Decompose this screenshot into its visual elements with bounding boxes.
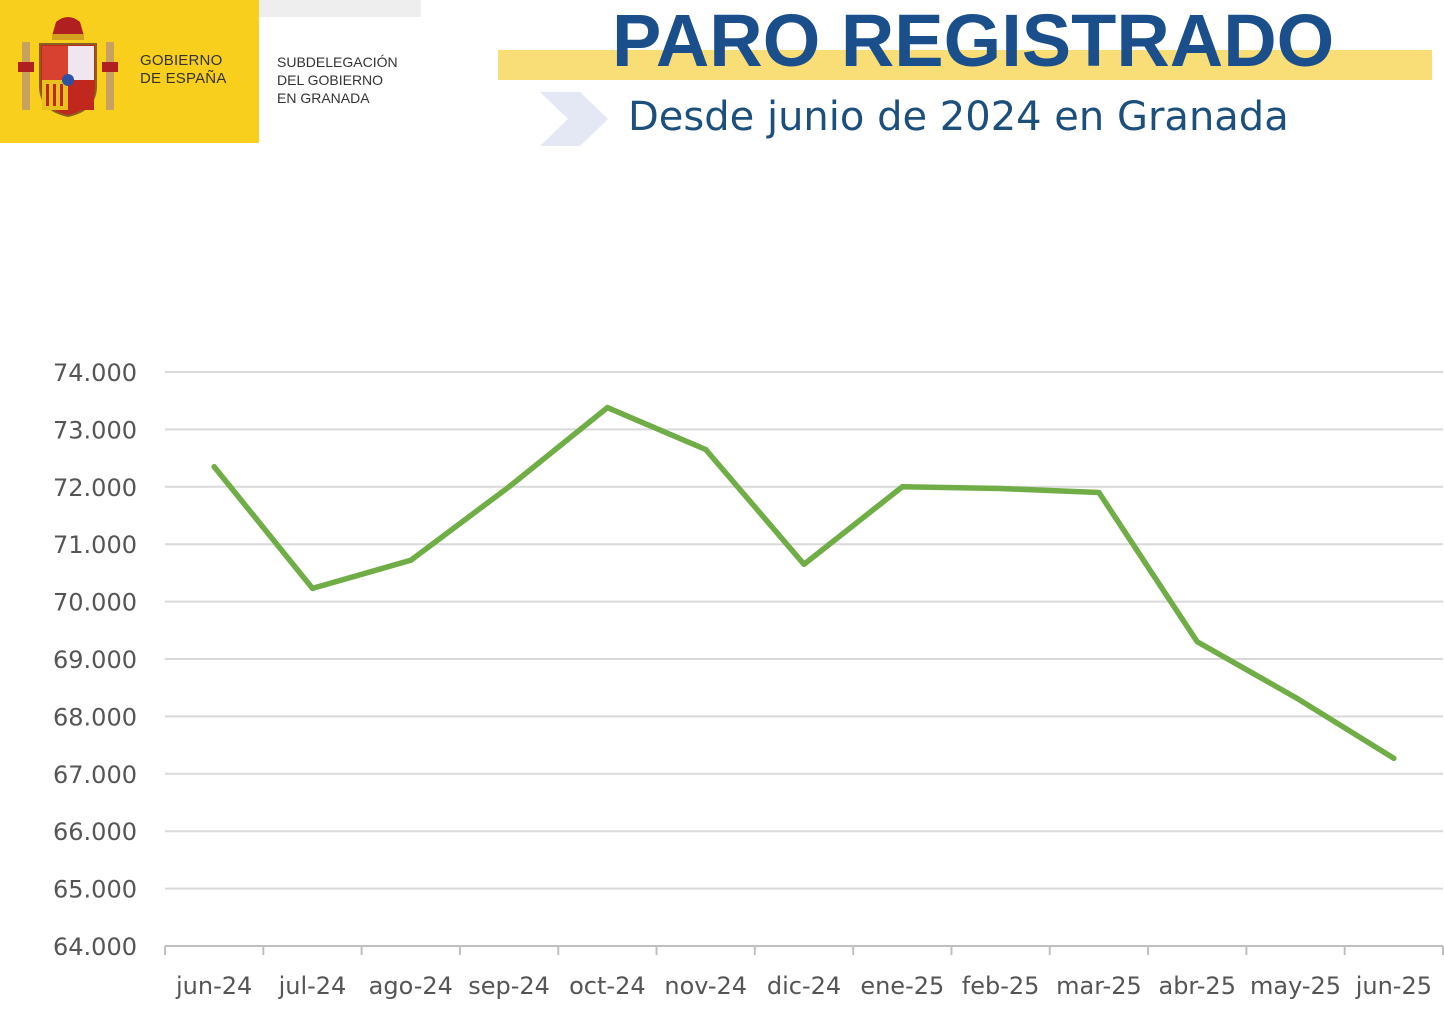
data-point bbox=[1096, 490, 1102, 496]
x-tick-label: oct-24 bbox=[569, 972, 646, 1000]
y-tick-label: 70.000 bbox=[53, 589, 137, 617]
y-tick-label: 66.000 bbox=[53, 818, 137, 846]
data-point bbox=[1293, 694, 1299, 700]
sub-line-1: SUBDELEGACIÓN bbox=[277, 54, 398, 70]
y-tick-label: 71.000 bbox=[53, 531, 137, 559]
x-tick-label: abr-25 bbox=[1158, 972, 1235, 1000]
data-point bbox=[703, 446, 709, 452]
data-point bbox=[211, 464, 217, 470]
sub-line-3: EN GRANADA bbox=[277, 90, 370, 106]
coat-of-arms-icon bbox=[18, 17, 118, 118]
x-tick-label: may-25 bbox=[1250, 972, 1341, 1000]
x-tick-label: ago-24 bbox=[369, 972, 453, 1000]
data-point bbox=[1194, 639, 1200, 645]
x-tick-label: feb-25 bbox=[962, 972, 1040, 1000]
y-tick-label: 72.000 bbox=[53, 474, 137, 502]
y-tick-label: 67.000 bbox=[53, 761, 137, 789]
x-tick-label: mar-25 bbox=[1056, 972, 1142, 1000]
x-tick-label: dic-24 bbox=[767, 972, 841, 1000]
x-tick-label: nov-24 bbox=[664, 972, 747, 1000]
y-tick-label: 64.000 bbox=[53, 933, 137, 961]
page-title: PARO REGISTRADO bbox=[612, 0, 1335, 82]
gobierno-logo-block: GOBIERNO DE ESPAÑA bbox=[0, 0, 259, 143]
data-point bbox=[1391, 755, 1397, 761]
y-tick-label: 73.000 bbox=[53, 416, 137, 444]
series-line bbox=[211, 404, 1397, 762]
data-point bbox=[309, 585, 315, 591]
sub-line-2: DEL GOBIERNO bbox=[277, 72, 384, 88]
data-point bbox=[408, 557, 414, 563]
gov-line-2: DE ESPAÑA bbox=[140, 70, 227, 87]
y-tick-label: 69.000 bbox=[53, 646, 137, 674]
y-tick-label: 74.000 bbox=[53, 359, 137, 387]
x-tick-label: ene-25 bbox=[860, 972, 944, 1000]
x-tick-label: jun-24 bbox=[175, 972, 252, 1000]
gobierno-label: GOBIERNO DE ESPAÑA bbox=[140, 52, 227, 88]
gov-line-1: GOBIERNO bbox=[140, 52, 223, 69]
page-subtitle: Desde junio de 2024 en Granada bbox=[628, 94, 1289, 140]
data-point bbox=[801, 561, 807, 567]
data-point bbox=[998, 486, 1004, 492]
data-point bbox=[899, 484, 905, 490]
title-highlight-bar bbox=[498, 50, 1432, 80]
x-tick-label: jul-24 bbox=[278, 972, 347, 1000]
x-tick-label: jun-25 bbox=[1355, 972, 1432, 1000]
y-tick-label: 65.000 bbox=[53, 876, 137, 904]
subdelegacion-label: SUBDELEGACIÓN DEL GOBIERNO EN GRANADA bbox=[277, 53, 398, 107]
subdelegacion-block bbox=[259, 0, 421, 143]
data-point bbox=[604, 405, 610, 411]
x-tick-label: sep-24 bbox=[468, 972, 550, 1000]
y-tick-label: 68.000 bbox=[53, 703, 137, 731]
chevron-right-icon bbox=[540, 92, 608, 146]
data-point bbox=[506, 484, 512, 490]
